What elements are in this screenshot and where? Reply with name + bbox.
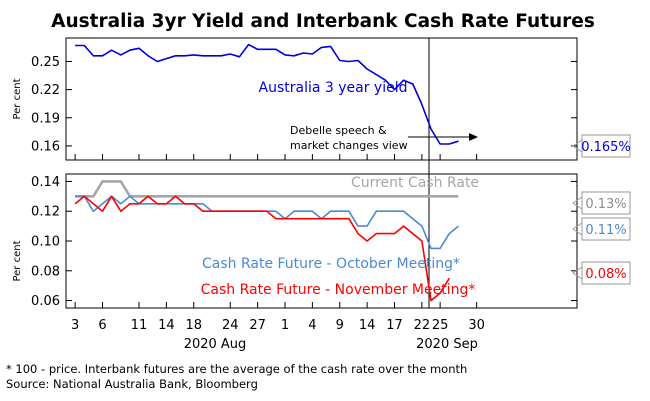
label-november-meeting: Cash Rate Future - November Meeting* xyxy=(201,282,476,298)
x-tick-label: 24 xyxy=(222,318,239,333)
bottom-panel: 0.06 0.08 0.10 0.12 0.14 Per cent Current Cash… xyxy=(12,173,578,309)
series-line-november-meeting xyxy=(74,195,450,302)
x-tick-label: 25 xyxy=(432,318,449,333)
chart-title: Australia 3yr Yield and Interbank Cash R… xyxy=(51,11,595,32)
bottom-y-axis-label: Per cent xyxy=(12,240,23,281)
x-tick-label: 27 xyxy=(249,318,266,333)
callout-november-meeting: 0.08% xyxy=(572,261,631,285)
x-tick-label: 11 xyxy=(131,318,148,333)
x-month-label-aug: 2020 Aug xyxy=(184,337,247,352)
annotation-line-1: Debelle speech & xyxy=(290,124,387,137)
bottom-ytick-label: 0.14 xyxy=(31,175,60,190)
x-tick-label: 9 xyxy=(336,318,344,333)
top-panel: 0.16 0.19 0.22 0.25 Per cent Australia 3 year… xyxy=(12,37,578,308)
x-month-label-sep: 2020 Sep xyxy=(416,337,478,352)
top-ytick-label: 0.16 xyxy=(31,139,60,154)
callout-november-meeting-text: 0.08% xyxy=(585,267,626,282)
x-tick-label: 17 xyxy=(386,318,403,333)
x-tick-label: 22 xyxy=(414,318,431,333)
callout-aus-3yr-yield-text: 0.165% xyxy=(581,140,631,155)
callout-october-meeting: 0.11% xyxy=(572,217,631,241)
x-tick-label: 30 xyxy=(468,318,485,333)
annotation-arrow-head xyxy=(469,133,478,141)
top-ytick-label: 0.19 xyxy=(31,111,60,126)
x-tick-label: 14 xyxy=(359,318,376,333)
x-tick-label: 4 xyxy=(308,318,316,333)
x-tick-label: 14 xyxy=(158,318,175,333)
series-line-current-cash-rate xyxy=(75,180,459,198)
bottom-ytick-label: 0.10 xyxy=(31,235,60,250)
x-tick-label: 18 xyxy=(185,318,202,333)
label-aus-3yr-yield: Australia 3 year yield xyxy=(259,80,408,96)
label-current-cash-rate: Current Cash Rate xyxy=(351,175,479,191)
callout-october-meeting-text: 0.11% xyxy=(585,223,626,238)
top-frame xyxy=(65,37,578,161)
callout-aus-3yr-yield: 0.165% xyxy=(572,134,631,158)
callout-october-meeting-box xyxy=(581,217,631,241)
bottom-ytick-label: 0.06 xyxy=(31,294,60,309)
callout-current-cash-rate-box xyxy=(581,191,631,215)
top-ytick-label: 0.25 xyxy=(31,55,60,70)
annotation-line-2: market changes view xyxy=(290,139,408,152)
callout-aus-3yr-yield-box xyxy=(581,134,631,158)
top-y-axis-label: Per cent xyxy=(12,78,23,119)
footnote-1: * 100 - price. Interbank futures are the… xyxy=(6,362,467,376)
x-tick-label: 6 xyxy=(98,318,106,333)
x-tick-label: 1 xyxy=(281,318,289,333)
series-line-aus-3yr-yield xyxy=(75,43,459,145)
bottom-ytick-label: 0.12 xyxy=(31,205,60,220)
label-october-meeting: Cash Rate Future - October Meeting* xyxy=(202,256,460,272)
footnote-source: Source: National Australia Bank, Bloombe… xyxy=(6,377,258,391)
callout-november-meeting-box xyxy=(581,261,631,285)
top-ytick-label: 0.22 xyxy=(31,83,60,98)
callout-current-cash-rate-text: 0.13% xyxy=(585,197,626,212)
callout-current-cash-rate: 0.13% xyxy=(572,191,631,215)
x-tick-label: 3 xyxy=(71,318,79,333)
bottom-ytick-label: 0.08 xyxy=(31,264,60,279)
callouts: 0.165% 0.13% 0.11% 0.08% xyxy=(572,134,631,285)
